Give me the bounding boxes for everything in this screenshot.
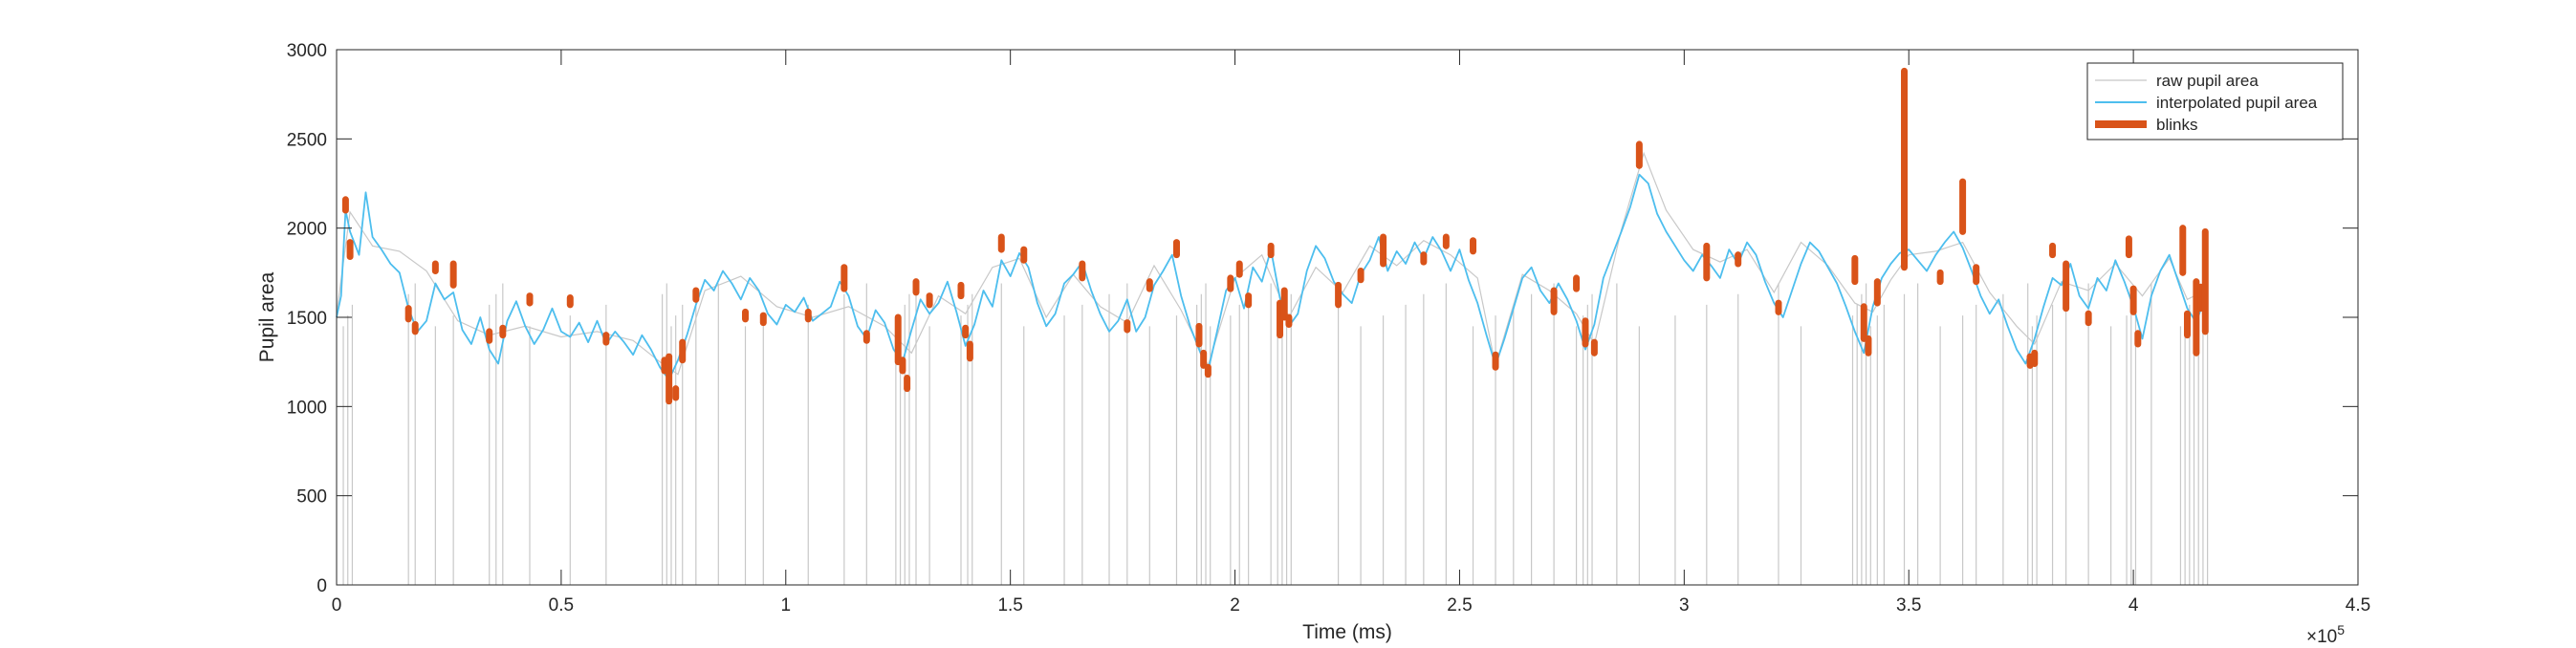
y-tick-label: 500 (296, 487, 327, 508)
legend: raw pupil area interpolated pupil area bli… (2086, 62, 2344, 140)
x-tick-label: 3 (1679, 595, 1690, 616)
y-tick-label: 3000 (287, 41, 327, 61)
x-axis-ticks: 0 0.5 1 1.5 2 2.5 3 3.5 4 4.5 (332, 50, 2370, 616)
x-tick-label: 2 (1230, 595, 1240, 616)
x-tick-label: 1.5 (997, 595, 1022, 616)
x-axis-exponent: ×105 (2306, 622, 2345, 647)
raw-pupil-area-series (336, 151, 2209, 585)
x-tick-label: 4.5 (2346, 595, 2370, 616)
x-tick-label: 3.5 (1896, 595, 1921, 616)
x-tick-label: 4 (2128, 595, 2139, 616)
axes-box (336, 49, 2359, 586)
interpolated-pupil-area-series (336, 173, 2207, 381)
y-axis-ticks: 0 500 1000 1500 2000 2500 3000 (287, 41, 2358, 596)
blinks-series (341, 67, 2209, 405)
x-tick-label: 1 (780, 595, 791, 616)
plot-area (336, 67, 2209, 585)
x-axis-title: Time (ms) (1302, 621, 1392, 643)
x-tick-label: 2.5 (1447, 595, 1472, 616)
x-axis-exponent-base: ×10 (2306, 627, 2337, 647)
legend-label: interpolated pupil area (2156, 94, 2318, 112)
x-tick-label: 0 (332, 595, 342, 616)
y-tick-label: 1000 (287, 398, 327, 418)
y-axis-title: Pupil area (256, 271, 278, 362)
x-axis-exponent-power: 5 (2337, 622, 2345, 637)
axes: 0 0.5 1 1.5 2 2.5 3 3.5 4 4.5 0 500 1000 1500 2000 250… (287, 41, 2370, 616)
interpolated-pupil-area-line (336, 173, 2207, 381)
y-tick-label: 1500 (287, 309, 327, 329)
x-tick-label: 0.5 (549, 595, 574, 616)
legend-label: blinks (2156, 116, 2197, 134)
legend-label: raw pupil area (2156, 72, 2259, 90)
y-tick-label: 2500 (287, 130, 327, 150)
y-tick-label: 0 (317, 576, 327, 596)
y-tick-label: 2000 (287, 220, 327, 240)
